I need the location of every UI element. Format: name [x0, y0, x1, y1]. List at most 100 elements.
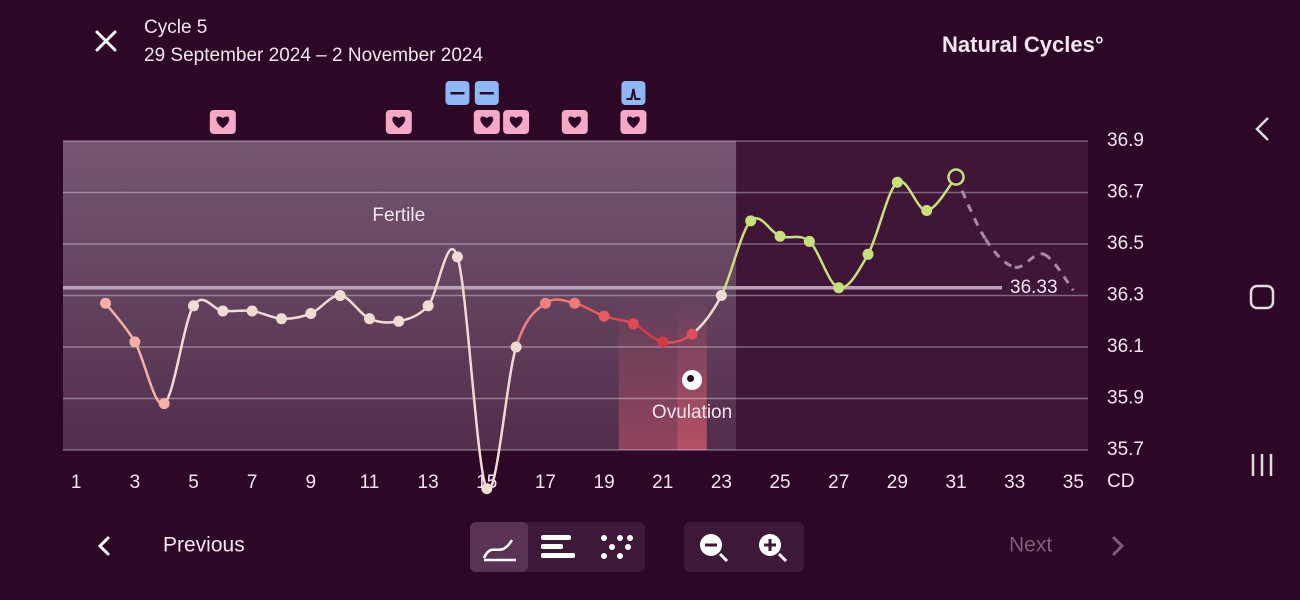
- brand: Natural Cycles°: [942, 32, 1104, 57]
- ovulation-marker-dot: [687, 375, 695, 382]
- x-tick-label: 21: [652, 472, 673, 493]
- temperature-point: [715, 290, 727, 301]
- peak: [626, 88, 641, 100]
- temperature-point: [745, 215, 757, 227]
- recents-button[interactable]: [1251, 454, 1273, 476]
- temperature-point: [481, 483, 493, 495]
- sex-icon: [561, 110, 588, 134]
- temperature-point: [275, 313, 287, 325]
- minus: [479, 92, 494, 95]
- y-tick-label: 36.7: [1107, 182, 1144, 203]
- previous-button[interactable]: Previous: [97, 534, 245, 557]
- temperature-point: [891, 176, 903, 188]
- x-tick-label: 23: [711, 472, 732, 493]
- temperature-point: [539, 297, 551, 309]
- temperature-point: [686, 328, 698, 340]
- heart: [480, 116, 494, 128]
- temperature-point: [246, 305, 258, 317]
- prediction-line: [984, 238, 1016, 269]
- x-tick-label: 3: [130, 472, 141, 493]
- y-tick-label: 36.5: [1107, 233, 1144, 254]
- sex-icon: [620, 110, 647, 134]
- prediction-line: [1014, 252, 1045, 269]
- home-button[interactable]: [1249, 284, 1275, 310]
- y-tick-label: 36.1: [1107, 336, 1144, 357]
- temperature-line: [456, 256, 488, 490]
- x-tick-label: 27: [828, 472, 849, 493]
- fertile-label: Fertile: [372, 205, 425, 226]
- temperature-point: [947, 168, 965, 186]
- temperature-point: [921, 205, 933, 217]
- temperature-point: [657, 336, 669, 348]
- y-tick-label: 35.7: [1107, 439, 1144, 460]
- graph-view[interactable]: [470, 522, 528, 572]
- close-button[interactable]: [95, 30, 117, 52]
- temperature-point: [598, 310, 610, 322]
- minus: [450, 92, 465, 95]
- y-tick-label: 36.9: [1107, 130, 1144, 151]
- temperature-point: [510, 341, 522, 353]
- temperature-point: [833, 282, 845, 294]
- list-view[interactable]: [541, 535, 575, 558]
- system-nav: [1249, 117, 1275, 476]
- temperature-point: [217, 305, 229, 317]
- temperature-point: [188, 300, 200, 312]
- previous-label[interactable]: Previous: [163, 534, 245, 557]
- zoom-controls: [684, 522, 804, 572]
- x-tick-label: 17: [535, 472, 556, 493]
- x-tick-label: 25: [769, 472, 790, 493]
- ovulation-label: Ovulation: [652, 402, 732, 423]
- next-button[interactable]: Next: [1009, 534, 1125, 557]
- temperature-point: [774, 230, 786, 242]
- next-label[interactable]: Next: [1009, 534, 1052, 557]
- temperature-point: [451, 251, 463, 263]
- heart: [216, 116, 230, 128]
- temperature-point: [627, 318, 639, 330]
- coverline-label: 36.33: [1010, 277, 1058, 298]
- date-range: 29 September 2024 – 2 November 2024: [144, 45, 483, 66]
- x-tick-label: 7: [247, 472, 258, 493]
- temperature-point: [129, 336, 141, 348]
- x-tick-label: 5: [188, 472, 199, 493]
- x-tick-label: 1: [71, 472, 82, 493]
- temperature-point: [422, 300, 434, 312]
- graph-icon: [482, 539, 516, 562]
- sex-icon: [385, 110, 412, 134]
- temperature-point: [100, 297, 112, 309]
- lh-test-icon: [621, 81, 646, 105]
- y-tick-label: 36.3: [1107, 285, 1144, 306]
- heart: [568, 116, 582, 128]
- sex-icon: [209, 110, 236, 134]
- temperature-point: [803, 235, 815, 247]
- x-tick-label: 29: [887, 472, 908, 493]
- zoom-out[interactable]: [700, 534, 729, 563]
- x-tick-label: 19: [594, 472, 615, 493]
- temperature-point: [158, 398, 170, 410]
- negative-test-icon: [445, 81, 470, 105]
- temperature-point: [569, 297, 581, 309]
- zoom-in[interactable]: [759, 534, 788, 563]
- x-tick-label: 33: [1004, 472, 1025, 493]
- heart: [626, 116, 640, 128]
- x-unit: CD: [1107, 471, 1134, 492]
- back-button[interactable]: [1255, 117, 1269, 141]
- temperature-line: [427, 247, 459, 307]
- negative-test-icon: [474, 81, 499, 105]
- temperature-point: [862, 248, 874, 260]
- temperature-point: [334, 290, 346, 301]
- view-switcher: [470, 522, 645, 572]
- x-tick-label: 13: [418, 472, 439, 493]
- x-tick-label: 35: [1063, 472, 1084, 493]
- temperature-point: [363, 313, 375, 325]
- dots-view[interactable]: [601, 535, 633, 559]
- y-tick-label: 35.9: [1107, 388, 1144, 409]
- x-tick-label: 31: [945, 472, 966, 493]
- temperature-point: [393, 315, 405, 327]
- sex-icon: [473, 110, 500, 134]
- x-tick-label: 11: [360, 472, 380, 493]
- heart: [392, 116, 406, 128]
- prediction-line: [1043, 252, 1075, 292]
